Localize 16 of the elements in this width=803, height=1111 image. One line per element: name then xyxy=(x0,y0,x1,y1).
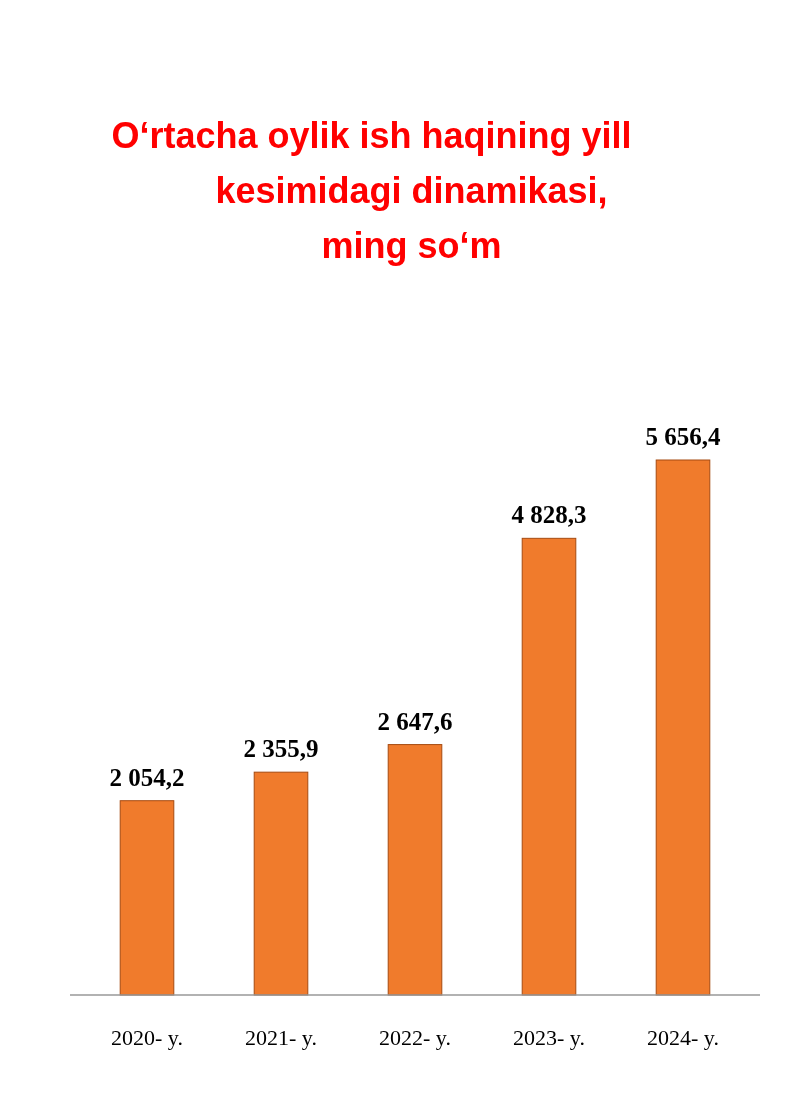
bar xyxy=(119,800,175,996)
bar xyxy=(655,459,711,996)
chart-title: O‘rtacha oylik ish haqining yill kesimidagi dinamikasi, ming so‘m xyxy=(111,115,632,266)
x-tick-label: 2022- y. xyxy=(379,1025,451,1050)
data-label: 5 656,4 xyxy=(645,423,721,450)
bar xyxy=(521,537,577,996)
x-tick-label: 2021- y. xyxy=(245,1025,317,1050)
data-label: 2 054,2 xyxy=(109,763,185,791)
data-label: 2 355,9 xyxy=(243,735,319,763)
bar xyxy=(387,744,443,996)
x-tick-label: 2023- y. xyxy=(513,1025,585,1050)
bar xyxy=(253,771,309,996)
x-tick-label: 2020- y. xyxy=(111,1025,183,1050)
x-tick-label: 2024- y. xyxy=(647,1025,719,1050)
data-label: 4 828,3 xyxy=(511,501,587,529)
data-label: 2 647,6 xyxy=(377,707,453,735)
